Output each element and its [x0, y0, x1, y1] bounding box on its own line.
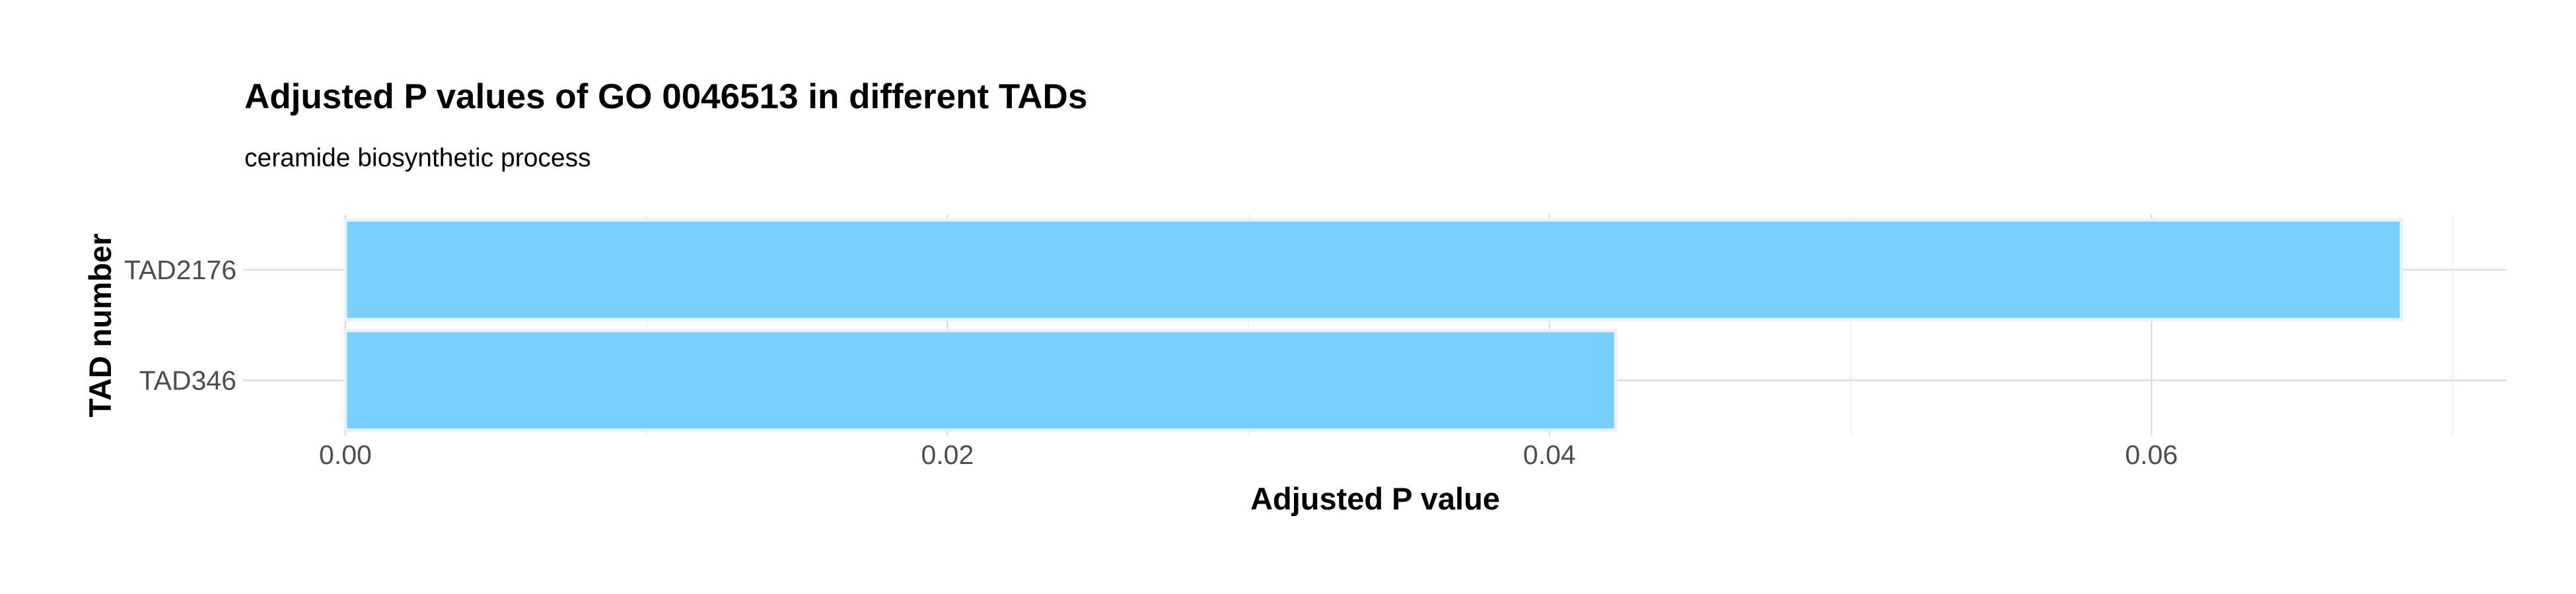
- bar-layer: [343, 218, 2403, 432]
- x-tick-label: 0.00: [319, 440, 372, 470]
- x-tick-label: 0.02: [921, 440, 974, 470]
- bar-tad346: [343, 329, 1618, 432]
- y-tick-label: TAD346: [139, 365, 236, 395]
- chart-subtitle: ceramide biosynthetic process: [244, 144, 591, 172]
- y-tick-label: TAD2176: [124, 255, 236, 285]
- x-tick-label: 0.04: [1523, 440, 1576, 470]
- bar-tad2176: [343, 218, 2403, 321]
- chart-title: Adjusted P values of GO 0046513 in diffe…: [244, 77, 1087, 116]
- x-tick-label: 0.06: [2125, 440, 2178, 470]
- y-axis-title: TAD number: [83, 234, 118, 418]
- tick-layer: 0.00 0.02 0.04 0.06 TAD2176 TAD346: [124, 255, 2178, 470]
- x-axis-title: Adjusted P value: [1250, 481, 1500, 516]
